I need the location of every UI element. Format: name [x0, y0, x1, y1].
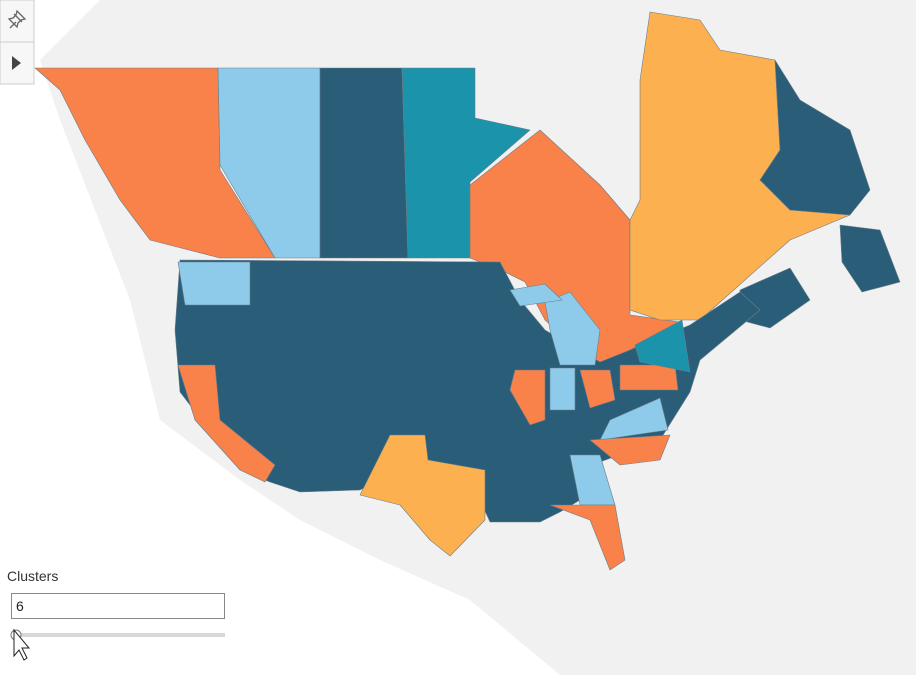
region	[549, 504, 626, 571]
region	[177, 364, 276, 483]
region	[629, 11, 851, 321]
pin-button[interactable]	[7, 9, 27, 29]
region	[401, 67, 531, 259]
region	[549, 367, 576, 411]
clusters-input[interactable]: 6	[11, 593, 225, 619]
region	[177, 261, 251, 306]
region	[599, 397, 669, 441]
region	[839, 224, 901, 293]
clusters-label: Clusters	[7, 568, 59, 584]
cursor	[13, 628, 31, 661]
region	[634, 319, 691, 373]
region	[544, 291, 601, 366]
region	[509, 283, 563, 307]
region	[509, 369, 546, 426]
region	[589, 434, 671, 466]
region	[619, 364, 679, 391]
expand-button[interactable]	[12, 56, 21, 70]
region	[579, 369, 616, 409]
region	[359, 434, 486, 557]
region	[319, 67, 409, 259]
region	[759, 59, 871, 216]
region	[217, 67, 321, 259]
